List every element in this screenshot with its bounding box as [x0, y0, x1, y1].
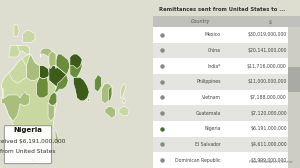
- Text: $3,999,000,000: $3,999,000,000: [250, 158, 287, 163]
- Polygon shape: [101, 83, 112, 104]
- Text: $20,141,000,000: $20,141,000,000: [247, 48, 287, 53]
- FancyBboxPatch shape: [4, 126, 52, 164]
- Polygon shape: [31, 142, 44, 162]
- Polygon shape: [48, 92, 57, 105]
- Text: Philippines: Philippines: [196, 79, 220, 84]
- Text: $7,120,000,000: $7,120,000,000: [250, 111, 287, 116]
- Polygon shape: [31, 146, 46, 165]
- Polygon shape: [94, 74, 101, 92]
- Polygon shape: [20, 92, 30, 105]
- Text: Nigeria: Nigeria: [14, 127, 42, 133]
- Text: $7,188,000,000: $7,188,000,000: [250, 95, 287, 100]
- Polygon shape: [49, 51, 56, 69]
- Text: Remittances sent from United States to ...: Remittances sent from United States to .…: [159, 7, 285, 12]
- Polygon shape: [2, 54, 57, 165]
- Polygon shape: [105, 107, 116, 118]
- Polygon shape: [23, 31, 35, 42]
- Text: Nigeria: Nigeria: [204, 126, 220, 131]
- Text: Mexico: Mexico: [205, 32, 220, 37]
- Text: El Salvador: El Salvador: [195, 142, 220, 147]
- Text: Vietnam: Vietnam: [202, 95, 220, 100]
- Text: $6,191,000,000: $6,191,000,000: [250, 126, 287, 131]
- Bar: [153, 27, 288, 43]
- Polygon shape: [56, 54, 70, 74]
- Bar: [153, 121, 288, 137]
- Polygon shape: [39, 66, 50, 79]
- Polygon shape: [2, 88, 4, 98]
- Bar: [153, 43, 288, 58]
- Polygon shape: [26, 54, 39, 80]
- Polygon shape: [55, 130, 59, 146]
- Polygon shape: [70, 54, 82, 69]
- Text: Received $6,191,000,000: Received $6,191,000,000: [0, 139, 66, 144]
- Text: Dominican Republic: Dominican Republic: [175, 158, 220, 163]
- Text: China: China: [208, 48, 220, 53]
- Polygon shape: [48, 102, 54, 121]
- Polygon shape: [87, 98, 89, 101]
- Polygon shape: [9, 45, 21, 57]
- Polygon shape: [40, 48, 56, 60]
- Text: from United States: from United States: [0, 149, 56, 154]
- Text: $11,000,000,000: $11,000,000,000: [248, 79, 287, 84]
- Bar: [153, 16, 300, 27]
- Polygon shape: [74, 77, 89, 101]
- Bar: [153, 152, 288, 168]
- Polygon shape: [70, 57, 82, 77]
- Polygon shape: [119, 107, 129, 115]
- Bar: [288, 27, 300, 168]
- Polygon shape: [49, 66, 68, 89]
- Bar: [153, 105, 288, 121]
- Polygon shape: [108, 86, 112, 101]
- Text: Pew Research Center: Pew Research Center: [249, 160, 293, 164]
- Polygon shape: [37, 77, 48, 98]
- Text: India*: India*: [207, 64, 220, 69]
- Text: Country: Country: [190, 19, 210, 24]
- Bar: [153, 137, 288, 152]
- Polygon shape: [122, 98, 126, 104]
- Text: $4,611,000,000: $4,611,000,000: [250, 142, 287, 147]
- Bar: [153, 58, 288, 74]
- Polygon shape: [9, 58, 26, 83]
- Text: $: $: [269, 19, 272, 24]
- Bar: [288, 67, 300, 92]
- Text: $11,716,000,000: $11,716,000,000: [247, 64, 287, 69]
- Text: $30,019,000,000: $30,019,000,000: [248, 32, 287, 37]
- Polygon shape: [14, 25, 19, 36]
- Polygon shape: [54, 74, 68, 92]
- Polygon shape: [2, 92, 30, 121]
- Text: Guatemala: Guatemala: [196, 111, 220, 116]
- Polygon shape: [121, 83, 126, 98]
- Bar: [153, 90, 288, 105]
- Polygon shape: [17, 45, 30, 54]
- Bar: [153, 74, 288, 90]
